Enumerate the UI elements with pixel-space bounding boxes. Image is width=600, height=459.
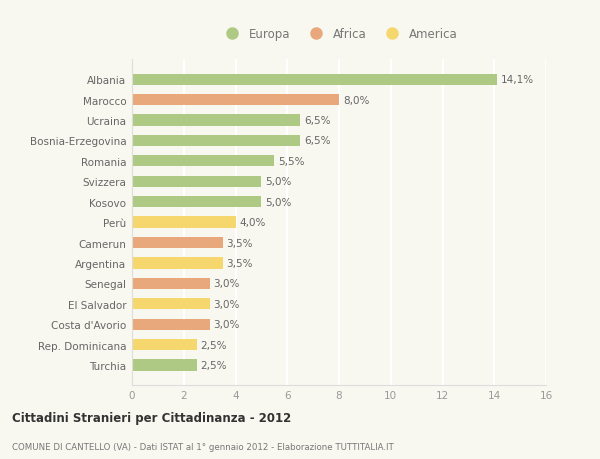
Bar (132, 95, 339, 106)
Text: 3,5%: 3,5% (226, 238, 253, 248)
Bar (132, 258, 223, 269)
Text: 5,0%: 5,0% (265, 197, 292, 207)
Text: 3,5%: 3,5% (226, 258, 253, 269)
Text: 2,5%: 2,5% (200, 360, 227, 370)
Bar (132, 176, 262, 187)
Bar (132, 339, 197, 350)
Text: 5,5%: 5,5% (278, 157, 305, 167)
Bar (132, 359, 197, 371)
Text: 3,0%: 3,0% (214, 319, 240, 330)
Text: 14,1%: 14,1% (501, 75, 534, 85)
Bar (132, 196, 262, 208)
Bar (132, 135, 300, 147)
Bar (132, 156, 274, 167)
Bar (132, 298, 209, 310)
Text: 6,5%: 6,5% (304, 136, 331, 146)
Text: 3,0%: 3,0% (214, 299, 240, 309)
Text: COMUNE DI CANTELLO (VA) - Dati ISTAT al 1° gennaio 2012 - Elaborazione TUTTITALI: COMUNE DI CANTELLO (VA) - Dati ISTAT al … (12, 442, 394, 451)
Bar (132, 217, 235, 228)
Text: 6,5%: 6,5% (304, 116, 331, 126)
Text: 8,0%: 8,0% (343, 95, 369, 106)
Text: 5,0%: 5,0% (265, 177, 292, 187)
Bar (132, 278, 209, 289)
Bar (132, 237, 223, 249)
Text: 2,5%: 2,5% (200, 340, 227, 350)
Legend: Europa, Africa, America: Europa, Africa, America (215, 23, 463, 45)
Text: 4,0%: 4,0% (239, 218, 266, 228)
Bar (132, 319, 209, 330)
Text: Cittadini Stranieri per Cittadinanza - 2012: Cittadini Stranieri per Cittadinanza - 2… (12, 412, 291, 425)
Text: 3,0%: 3,0% (214, 279, 240, 289)
Bar (132, 74, 497, 86)
Bar (132, 115, 300, 126)
